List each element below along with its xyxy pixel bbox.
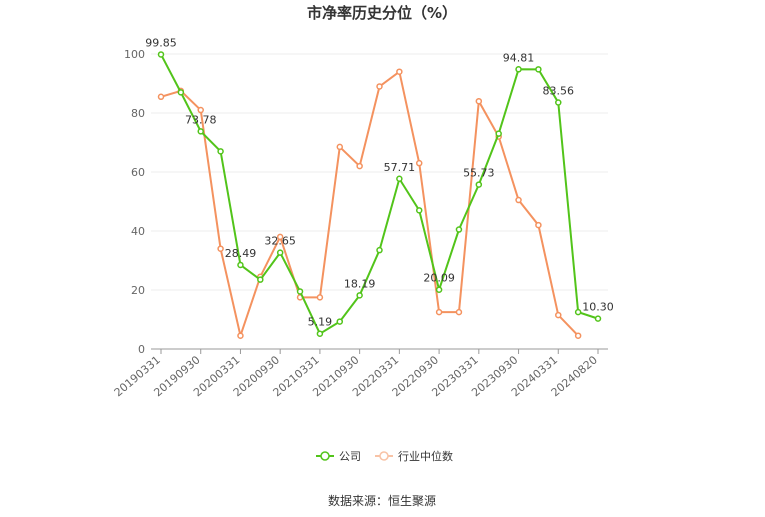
data-point-industry-median	[217, 245, 224, 252]
data-label: 20.09	[423, 272, 455, 285]
data-point-industry-median	[336, 143, 344, 151]
y-axis: 0 20 40 60 80 100	[124, 48, 145, 356]
data-point-company	[495, 130, 502, 137]
legend-item-industry-median[interactable]: 行业中位数	[375, 449, 453, 463]
data-label: 83.56	[543, 84, 575, 97]
y-tick-label: 40	[131, 225, 145, 238]
data-point-company	[376, 246, 383, 254]
data-point-company	[415, 207, 423, 214]
data-point-company	[455, 226, 463, 233]
legend-item-company[interactable]: 公司	[316, 450, 361, 463]
data-point-company	[177, 89, 185, 96]
data-point-company	[435, 286, 443, 293]
data-point-industry-median	[316, 294, 324, 301]
series-line-company	[160, 53, 599, 336]
data-point-industry-median	[356, 162, 363, 170]
data-point-industry-median	[396, 68, 403, 75]
data-label: 55.73	[463, 167, 495, 180]
series-group	[157, 51, 602, 340]
data-point-industry-median	[415, 159, 423, 167]
data-label: 5.19	[308, 316, 333, 329]
source-note: 数据来源：恒生聚源	[328, 493, 436, 508]
data-point-industry-median	[515, 196, 522, 204]
data-point-company	[276, 249, 284, 256]
y-tick-label: 60	[131, 166, 145, 179]
data-point-company	[157, 51, 165, 58]
data-label: 73.78	[185, 113, 217, 126]
x-axis: 2019033120190930202003312020093020210331…	[112, 348, 608, 399]
data-label: 99.85	[145, 36, 177, 49]
data-point-company	[237, 261, 244, 269]
legend[interactable]: 公司 行业中位数	[316, 449, 453, 463]
data-point-industry-median	[574, 332, 582, 339]
data-point-company	[336, 318, 344, 325]
data-point-industry-median	[475, 97, 483, 105]
data-point-industry-median	[555, 311, 562, 319]
data-point-company	[515, 66, 522, 73]
data-point-industry-median	[157, 93, 165, 101]
data-point-company	[217, 148, 224, 155]
data-point-industry-median	[455, 308, 463, 316]
legend-label: 公司	[339, 450, 361, 463]
series-line-industry-median	[160, 69, 579, 340]
y-tick-label: 80	[131, 107, 145, 120]
data-point-industry-median	[237, 332, 244, 339]
data-label: 32.65	[264, 235, 296, 248]
legend-marker-icon	[379, 451, 389, 461]
data-label: 57.71	[384, 161, 416, 174]
y-tick-label: 20	[131, 284, 145, 297]
data-point-company	[574, 308, 582, 316]
data-point-company	[296, 288, 304, 295]
data-point-company	[535, 66, 542, 73]
chart-title: 市净率历史分位（%）	[307, 4, 457, 22]
data-point-industry-median	[435, 308, 443, 316]
legend-marker-icon	[320, 451, 330, 461]
data-labels: 99.85 73.78 28.49 32.65 5.19 18.19 57.71 20.09 5…	[145, 36, 614, 328]
data-label: 28.49	[225, 247, 257, 260]
data-point-company	[396, 175, 403, 183]
data-point-company	[475, 181, 483, 188]
data-label: 18.19	[344, 277, 376, 290]
data-point-company	[555, 99, 562, 106]
data-point-industry-median	[197, 106, 204, 114]
data-label: 94.81	[503, 51, 535, 64]
data-point-company	[356, 292, 363, 299]
data-label: 10.30	[582, 301, 614, 314]
y-tick-label: 0	[138, 343, 145, 356]
legend-label: 行业中位数	[398, 449, 453, 463]
data-point-company	[316, 330, 324, 337]
data-point-company	[594, 315, 602, 322]
grid-lines	[151, 53, 608, 291]
y-tick-label: 100	[124, 48, 145, 61]
data-point-company	[197, 128, 204, 135]
data-point-industry-median	[276, 233, 284, 241]
data-point-industry-median	[376, 83, 383, 90]
data-point-company	[257, 276, 264, 283]
data-point-industry-median	[535, 221, 542, 229]
